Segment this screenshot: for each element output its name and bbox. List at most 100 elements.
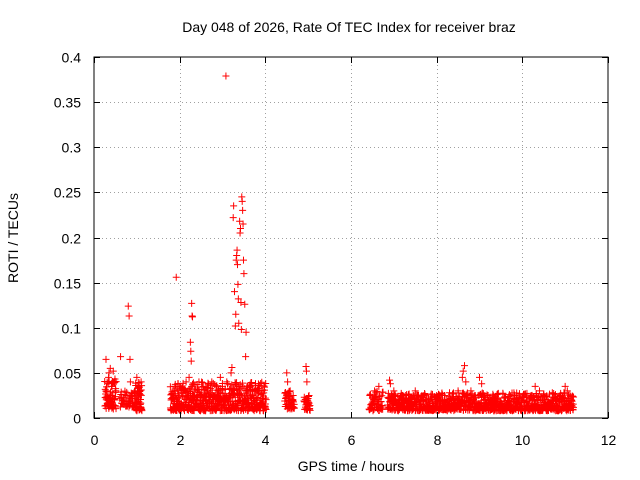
data-point — [505, 398, 513, 406]
data-point — [407, 398, 415, 406]
data-point — [126, 355, 134, 363]
x-tick-label: 12 — [601, 432, 617, 448]
data-point — [478, 380, 486, 388]
data-point — [109, 367, 117, 375]
data-point — [137, 391, 145, 399]
data-point — [236, 224, 244, 232]
data-point — [189, 396, 197, 404]
data-point — [184, 391, 192, 399]
data-point — [535, 387, 543, 395]
data-point — [378, 392, 386, 400]
data-point — [290, 404, 298, 412]
data-point — [303, 378, 311, 386]
data-point — [286, 387, 294, 395]
data-point — [222, 72, 230, 80]
data-point — [242, 353, 250, 361]
data-points — [101, 72, 578, 415]
data-point — [210, 391, 218, 399]
data-point — [237, 326, 245, 334]
data-point — [235, 319, 243, 327]
data-point — [102, 355, 110, 363]
data-point — [104, 396, 112, 404]
data-point — [238, 197, 246, 205]
data-point — [230, 288, 238, 296]
grid — [94, 57, 608, 418]
data-point — [233, 261, 241, 269]
data-point — [179, 379, 187, 387]
data-point — [239, 256, 247, 264]
data-point — [561, 382, 569, 390]
data-point — [518, 396, 526, 404]
data-point — [234, 280, 242, 288]
data-point — [221, 396, 229, 404]
data-point — [225, 391, 233, 399]
data-point — [229, 214, 237, 222]
data-point — [403, 396, 411, 404]
data-point — [172, 273, 180, 281]
data-point — [284, 378, 292, 386]
data-point — [199, 382, 207, 390]
data-point — [287, 400, 295, 408]
data-point — [563, 387, 571, 395]
data-point — [488, 398, 496, 406]
x-tick-label: 2 — [177, 432, 185, 448]
data-point — [242, 387, 250, 395]
data-point — [128, 391, 136, 399]
y-tick-label: 0.25 — [54, 185, 81, 201]
data-point — [420, 391, 428, 399]
data-point — [189, 313, 197, 321]
data-point — [219, 382, 226, 390]
data-point — [465, 396, 473, 404]
data-point — [548, 389, 556, 397]
data-point — [171, 391, 179, 399]
data-point — [305, 391, 313, 399]
data-point — [136, 400, 144, 408]
data-point — [208, 378, 216, 386]
data-point — [105, 369, 113, 377]
data-point — [193, 400, 201, 408]
data-point — [223, 378, 231, 386]
chart-title: Day 048 of 2026, Rate Of TEC Index for r… — [182, 19, 516, 35]
data-point — [180, 387, 188, 395]
data-point — [462, 378, 470, 386]
data-point — [259, 398, 267, 406]
data-point — [376, 393, 384, 401]
data-point — [497, 400, 505, 408]
data-point — [569, 392, 577, 400]
data-point — [258, 378, 266, 386]
data-point — [238, 391, 246, 399]
data-point — [471, 391, 479, 399]
data-point — [109, 403, 117, 411]
data-point — [366, 391, 374, 399]
data-point — [138, 407, 146, 415]
data-point — [206, 398, 214, 406]
data-point — [368, 400, 376, 408]
data-point — [135, 382, 143, 390]
data-point — [484, 391, 492, 399]
data-point — [424, 396, 432, 404]
data-point — [233, 246, 241, 254]
data-point — [103, 387, 111, 395]
data-point — [540, 391, 548, 399]
data-point — [386, 380, 394, 388]
y-tick-label: 0.4 — [62, 50, 82, 66]
data-point — [126, 378, 134, 386]
y-tick-label: 0.15 — [54, 276, 81, 292]
data-point — [216, 373, 224, 381]
data-point — [233, 379, 241, 387]
data-point — [253, 400, 261, 408]
data-point — [198, 379, 206, 387]
data-point — [261, 383, 269, 391]
x-tick-label: 10 — [515, 432, 531, 448]
data-point — [194, 385, 202, 393]
data-point — [195, 378, 203, 386]
data-point — [125, 312, 133, 320]
data-point — [303, 396, 311, 404]
data-point — [463, 391, 471, 399]
data-point — [531, 382, 539, 390]
x-axis-label: GPS time / hours — [298, 458, 405, 474]
data-point — [378, 401, 386, 409]
data-point — [557, 398, 565, 406]
data-point — [446, 389, 454, 397]
data-point — [239, 220, 247, 228]
